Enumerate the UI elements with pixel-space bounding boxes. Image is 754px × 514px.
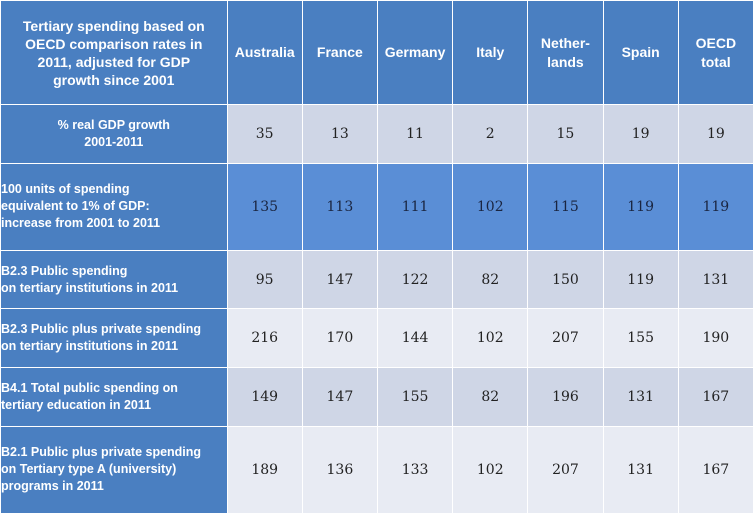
row-header-line: 100 units of spending xyxy=(1,182,130,197)
column-header-line: France xyxy=(316,44,363,60)
table-cell: 207 xyxy=(527,425,604,514)
column-header: Nether-lands xyxy=(527,0,604,105)
column-header-line: Italy xyxy=(476,44,505,60)
table-cell: 113 xyxy=(301,162,378,251)
table-cell: 95 xyxy=(226,249,303,310)
table-cell: 111 xyxy=(376,162,454,251)
column-header-line: Spain xyxy=(621,44,660,60)
row-header: % real GDP growth 2001-2011 xyxy=(0,104,228,164)
table-cell: 207 xyxy=(527,308,604,369)
table-title: Tertiary spending based on OECD compariso… xyxy=(0,0,228,105)
table-cell: 167 xyxy=(677,367,754,427)
table-cell: 13 xyxy=(301,104,378,164)
table-cell: 147 xyxy=(301,249,378,310)
column-header-line: total xyxy=(701,53,731,70)
table-cell: 150 xyxy=(527,249,604,310)
column-header: Germany xyxy=(376,0,454,105)
row-header: B2.3 Public spending on tertiary institut… xyxy=(0,249,228,310)
table-cell: 119 xyxy=(677,162,754,251)
column-header: Australia xyxy=(226,0,303,105)
table-cell: 167 xyxy=(677,425,754,514)
table-row: % real GDP growth 2001-2011 35 13 11 2 15 19 19 xyxy=(0,104,754,164)
column-header-line: Nether- xyxy=(540,34,590,51)
column-header: Italy xyxy=(452,0,529,105)
table-row: B2.1 Public plus private spending on Tert… xyxy=(0,425,754,514)
table-title-line: OECD comparison rates in xyxy=(25,35,203,52)
table-title-line: 2011, adjusted for GDP xyxy=(37,53,191,70)
table-cell: 155 xyxy=(376,367,454,427)
column-header: OECD total xyxy=(677,0,754,105)
table-cell: 82 xyxy=(452,367,529,427)
row-header-line: tertiary education in 2011 xyxy=(1,397,152,412)
row-header-line: 2001-2011 xyxy=(84,134,144,149)
table-cell: 115 xyxy=(527,162,604,251)
row-header-line: on tertiary institutions in 2011 xyxy=(1,339,179,354)
table-cell: 155 xyxy=(602,308,679,369)
table-cell: 122 xyxy=(376,249,454,310)
row-header: B2.3 Public plus private spending on tert… xyxy=(0,308,228,369)
column-header-line: lands xyxy=(547,53,584,70)
table-row: B4.1 Total public spending on tertiary ed… xyxy=(0,367,754,427)
header-row: Tertiary spending based on OECD compariso… xyxy=(0,0,754,105)
row-header-line: B2.3 Public plus private spending xyxy=(1,322,202,337)
table-cell: 190 xyxy=(677,308,754,369)
table-cell: 131 xyxy=(677,249,754,310)
column-header: Spain xyxy=(602,0,679,105)
table-row: 100 units of spending equivalent to 1% of… xyxy=(0,162,754,251)
row-header-line: B4.1 Total public spending on xyxy=(1,380,178,395)
table-cell: 189 xyxy=(226,425,303,514)
table-cell: 133 xyxy=(376,425,454,514)
column-header-line: Germany xyxy=(384,44,446,60)
table-cell: 135 xyxy=(226,162,303,251)
row-header: B2.1 Public plus private spending on Tert… xyxy=(0,425,228,514)
table-cell: 19 xyxy=(677,104,754,164)
row-header: B4.1 Total public spending on tertiary ed… xyxy=(0,367,228,427)
row-header-line: on Tertiary type A (university) xyxy=(1,462,177,477)
table-cell: 131 xyxy=(602,367,679,427)
table-cell: 82 xyxy=(452,249,529,310)
table-cell: 170 xyxy=(301,308,378,369)
table-cell: 119 xyxy=(602,162,679,251)
table-cell: 102 xyxy=(452,425,529,514)
table-row: B2.3 Public plus private spending on tert… xyxy=(0,308,754,369)
table-cell: 2 xyxy=(452,104,529,164)
table-cell: 147 xyxy=(301,367,378,427)
row-header-line: on tertiary institutions in 2011 xyxy=(1,280,179,295)
table-cell: 11 xyxy=(376,104,454,164)
column-header-line: Australia xyxy=(234,44,295,60)
column-header-line: OECD xyxy=(695,34,737,51)
row-header: 100 units of spending equivalent to 1% of… xyxy=(0,162,228,251)
row-header-line: equivalent to 1% of GDP: xyxy=(1,199,150,214)
table-cell: 131 xyxy=(602,425,679,514)
table-cell: 102 xyxy=(452,162,529,251)
table-cell: 149 xyxy=(226,367,303,427)
row-header-line: increase from 2001 to 2011 xyxy=(1,216,161,231)
table-cell: 119 xyxy=(602,249,679,310)
table-cell: 216 xyxy=(226,308,303,369)
table-cell: 144 xyxy=(376,308,454,369)
row-header-line: programs in 2011 xyxy=(1,479,104,494)
table-body: % real GDP growth 2001-2011 35 13 11 2 15 19 19 1… xyxy=(0,104,754,514)
row-header-line: B2.1 Public plus private spending xyxy=(1,445,202,460)
table-cell: 102 xyxy=(452,308,529,369)
table-cell: 136 xyxy=(301,425,378,514)
table-cell: 19 xyxy=(602,104,679,164)
table-cell: 35 xyxy=(226,104,303,164)
table-cell: 196 xyxy=(527,367,604,427)
column-header: France xyxy=(301,0,378,105)
table-row: B2.3 Public spending on tertiary institut… xyxy=(0,249,754,310)
table-title-line: Tertiary spending based on xyxy=(22,17,205,34)
row-header-line: B2.3 Public spending xyxy=(1,263,128,278)
row-header-line: % real GDP growth xyxy=(57,117,170,132)
table-cell: 15 xyxy=(527,104,604,164)
table-title-line: growth since 2001 xyxy=(53,71,175,88)
